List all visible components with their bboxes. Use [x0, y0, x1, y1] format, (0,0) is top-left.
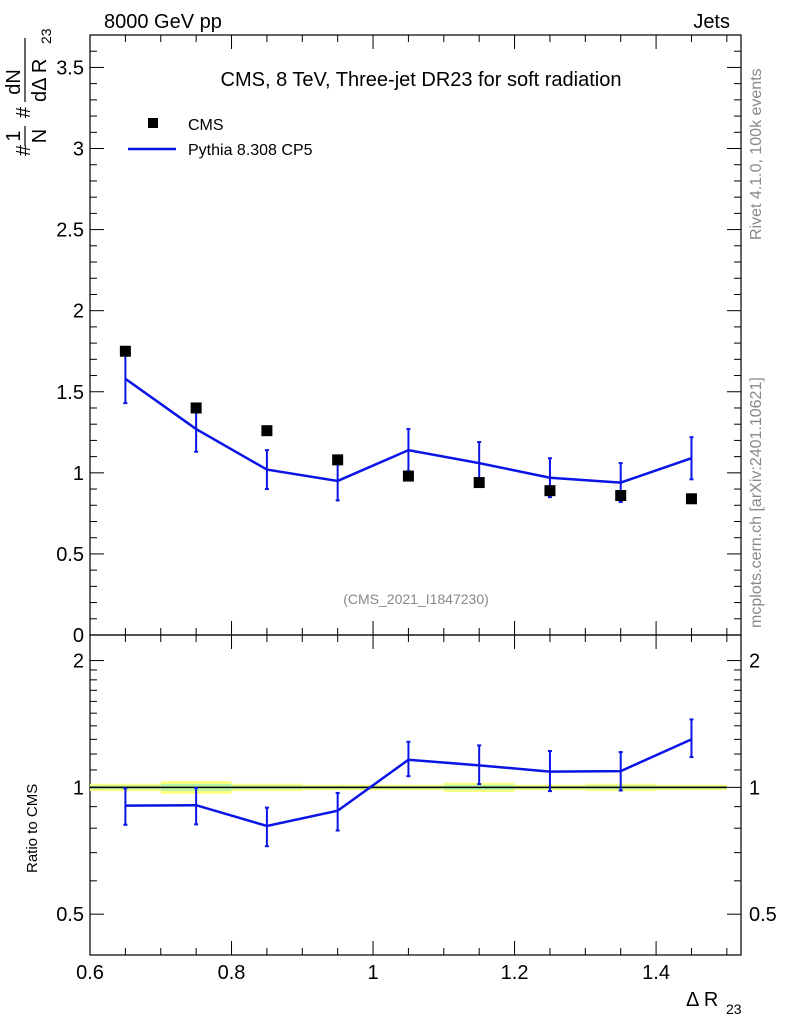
x-tick-label: 1	[367, 962, 378, 984]
main-y-axis-label: # 1 N # dN dΔ R 23	[3, 28, 54, 156]
header-right: Jets	[693, 11, 730, 33]
main-y-tick-label: 0	[73, 625, 84, 647]
legend: CMS Pythia 8.308 CP5	[128, 117, 313, 159]
x-tick-label: 0.6	[76, 962, 104, 984]
ratio-y-tick-label-left: 1	[73, 777, 84, 799]
cms-data-point	[473, 477, 485, 489]
cms-data-point	[685, 493, 697, 505]
main-y-tick-label: 1.5	[56, 382, 84, 404]
ylabel-hash-2: #	[13, 106, 35, 118]
legend-cms-marker	[148, 118, 158, 128]
ratio-y-axis-label: Ratio to CMS	[24, 784, 41, 873]
x-tick-label: 1.4	[642, 962, 670, 984]
ratio-y-tick-label-right: 0.5	[749, 904, 777, 926]
main-y-tick-label: 2	[73, 301, 84, 323]
plot-title: CMS, 8 TeV, Three-jet DR23 for soft radi…	[221, 69, 622, 91]
side-label-bottom: mcplots.cern.ch [arXiv:2401.10621]	[748, 377, 765, 628]
ratio-y-tick-label-right: 2	[749, 651, 760, 673]
main-y-tick-label: 2.5	[56, 220, 84, 242]
cms-data-point	[544, 485, 556, 497]
cms-data-point	[190, 402, 202, 414]
cms-data-point	[402, 470, 414, 482]
ylabel-d-den: dΔ R	[29, 59, 51, 102]
ratio-frame	[89, 634, 742, 956]
header-left: 8000 GeV pp	[104, 11, 222, 33]
x-tick-label: 0.8	[218, 962, 246, 984]
cms-data-point	[119, 345, 131, 357]
analysis-watermark: (CMS_2021_I1847230)	[343, 591, 489, 607]
ratio-y-tick-label-right: 1	[749, 777, 760, 799]
main-y-tick-label: 0.5	[56, 544, 84, 566]
legend-cms-label: CMS	[188, 117, 224, 134]
ylabel-d-sub: 23	[38, 28, 54, 44]
ylabel-d-num: dN	[3, 69, 25, 95]
ratio-y-tick-label-left: 2	[73, 651, 84, 673]
ylabel-hash-1: #	[13, 144, 35, 156]
main-y-tick-label: 3	[73, 139, 84, 161]
x-axis-label: Δ R	[686, 989, 718, 1011]
main-y-tick-label: 3.5	[56, 57, 84, 79]
cms-data-point	[615, 490, 627, 502]
legend-pythia-label: Pythia 8.308 CP5	[188, 142, 313, 159]
x-tick-label: 1.2	[501, 962, 529, 984]
cms-data-point	[261, 425, 273, 437]
x-axis-label-sub: 23	[726, 1001, 742, 1017]
main-y-tick-label: 1	[73, 463, 84, 485]
ratio-y-tick-label-left: 0.5	[56, 904, 84, 926]
ylabel-frac-num: 1	[3, 130, 25, 141]
ylabel-frac-den: N	[29, 129, 51, 143]
cms-data-point	[332, 454, 344, 466]
side-label-top: Rivet 4.1.0, 100k events	[748, 68, 765, 240]
main-plot-panel: CMS, 8 TeV, Three-jet DR23 for soft radi…	[3, 28, 742, 647]
ratio-plot-panel: Ratio to CMS Δ R 23 0.5 0.5 1 1 2 2 0.6 0.8 1 1.2…	[24, 634, 777, 1017]
